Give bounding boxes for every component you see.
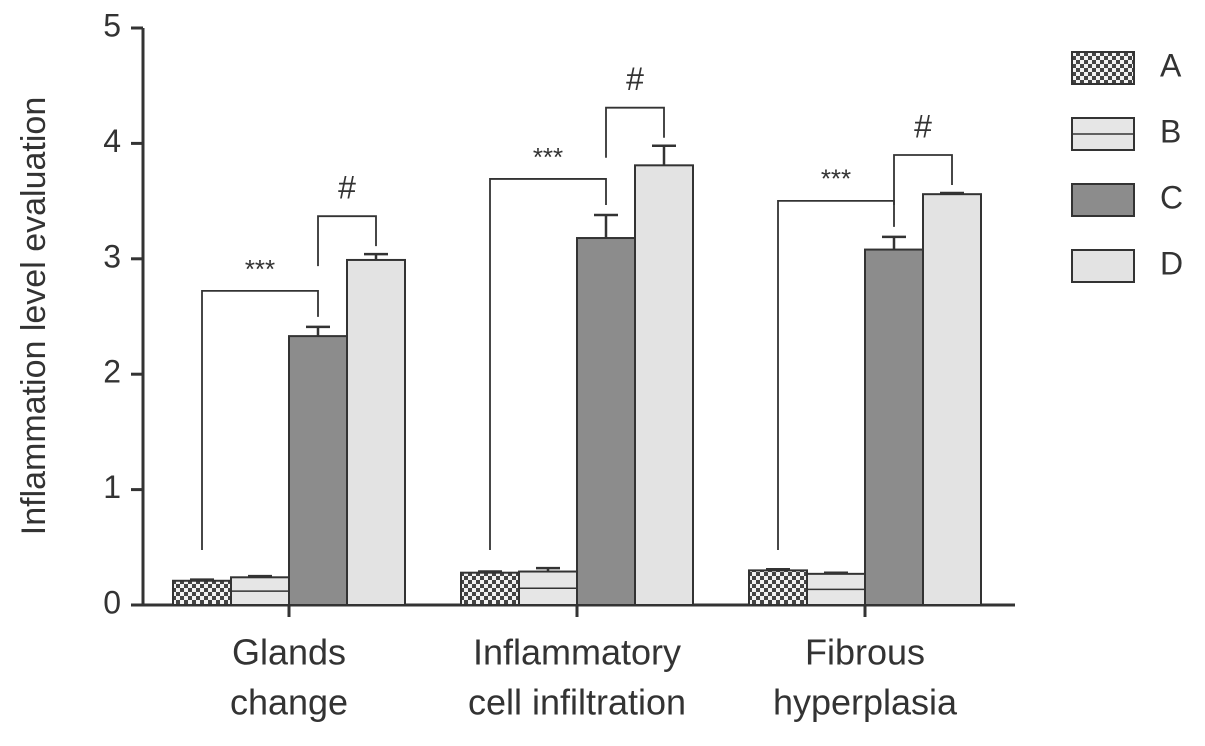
bar	[460, 571, 520, 606]
significance-label: ***	[245, 254, 275, 284]
bar	[922, 193, 982, 606]
bar	[288, 335, 348, 606]
y-tick-label: 4	[103, 123, 121, 159]
y-tick-label: 2	[103, 354, 121, 390]
significance-bracket	[201, 289, 319, 550]
significance-label: ***	[533, 142, 563, 172]
error-bar	[940, 191, 964, 195]
error-bar	[190, 578, 214, 581]
error-bar	[364, 252, 388, 260]
error-bar	[248, 574, 272, 578]
legend-swatch	[1071, 51, 1135, 85]
error-bar	[478, 570, 502, 573]
x-tick-label: cell infiltration	[468, 682, 686, 723]
error-bar	[594, 213, 618, 239]
y-tick-label: 1	[103, 469, 121, 505]
significance-bracket	[489, 178, 607, 550]
significance-label: #	[914, 108, 932, 144]
error-bar	[882, 235, 906, 250]
significance-label: ***	[821, 164, 851, 194]
bar	[748, 569, 808, 607]
bar	[864, 248, 924, 606]
y-tick-label: 0	[103, 584, 121, 620]
error-bar	[536, 566, 560, 572]
error-bar	[824, 571, 848, 574]
y-tick-label: 5	[103, 7, 121, 43]
significance-bracket	[317, 215, 377, 267]
significance-bracket	[893, 154, 953, 206]
bar	[576, 237, 636, 606]
x-tick-label: Glands	[232, 632, 346, 673]
bar	[172, 579, 232, 606]
significance-label: #	[338, 170, 356, 206]
legend-label: C	[1160, 179, 1183, 215]
bar	[346, 258, 406, 606]
y-axis-label: Inflammation level evaluation	[15, 97, 53, 535]
legend-label: A	[1160, 47, 1182, 83]
legend-label: D	[1160, 245, 1183, 281]
significance-bracket	[777, 199, 895, 550]
significance-bracket	[605, 106, 665, 158]
legend-swatch	[1071, 183, 1135, 217]
x-tick-label: Inflammatory	[473, 632, 681, 673]
x-tick-label: change	[230, 682, 348, 723]
x-tick-label: hyperplasia	[773, 682, 958, 723]
error-bar	[306, 325, 330, 337]
legend-label: B	[1160, 113, 1181, 149]
y-tick-label: 3	[103, 238, 121, 274]
x-tick-label: Fibrous	[805, 632, 925, 673]
error-bar	[766, 567, 790, 571]
significance-label: #	[626, 61, 644, 97]
legend-swatch	[1071, 249, 1135, 283]
error-bar	[652, 144, 676, 166]
bar	[634, 164, 694, 607]
